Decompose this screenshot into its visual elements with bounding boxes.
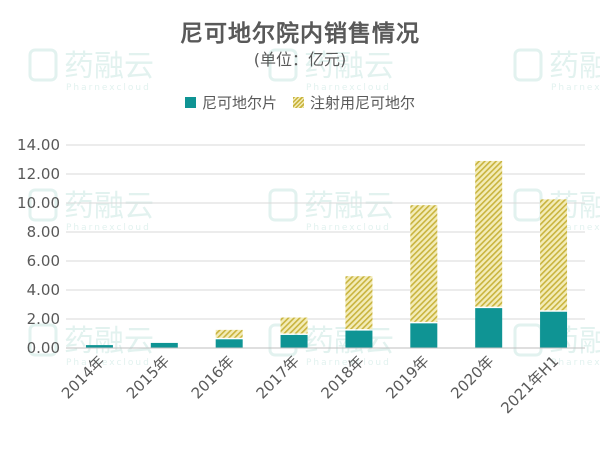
y-tick-label: 8.00: [27, 223, 60, 241]
bar-injection: [280, 317, 308, 334]
bar-tablet: [85, 345, 113, 348]
x-tick-label: 2020年: [447, 352, 497, 402]
legend-item-tablet: 尼可地尔片: [184, 92, 277, 113]
bar-tablet: [475, 308, 503, 348]
bar-tablet: [540, 311, 568, 348]
chart-subtitle: (单位：亿元): [253, 50, 347, 69]
legend-swatch-tablet: [184, 97, 196, 108]
bars-layer: [85, 160, 568, 348]
bar-tablet: [345, 330, 373, 348]
gridlines: [66, 144, 585, 349]
bar-injection: [410, 205, 438, 322]
watermark-icon: [28, 188, 58, 222]
watermark-subtext: Pharnexcloud: [66, 358, 151, 368]
y-tick-label: 6.00: [27, 252, 60, 270]
watermark-subtext: Pharnexcloud: [306, 223, 391, 233]
x-tick-label: 2016年: [188, 352, 238, 402]
legend-swatch-injection: [293, 97, 304, 108]
bar-tablet: [215, 339, 243, 348]
watermark-text: 药融云: [304, 189, 394, 224]
watermark-icon: [28, 323, 58, 357]
watermark-text: 药融云: [64, 189, 154, 224]
y-tick-label: 0.00: [27, 339, 60, 357]
watermark-icon: [268, 188, 298, 222]
watermark-text: 药融云: [64, 324, 154, 359]
y-tick-label: 4.00: [27, 281, 60, 299]
bar-injection: [345, 276, 373, 330]
legend-label-injection: 注射用尼可地尔: [310, 94, 416, 112]
bar-tablet: [150, 342, 178, 348]
bar-injection: [215, 329, 243, 338]
x-tick-label: 2021年H1: [497, 352, 562, 417]
legend-label-tablet: 尼可地尔片: [201, 94, 277, 112]
chart-title: 尼可地尔院内销售情况: [180, 21, 420, 47]
watermark-subtext: Pharnexcloud: [551, 83, 600, 93]
legend: 尼可地尔片 注射用尼可地尔: [0, 92, 600, 113]
watermark-subtext: Pharnexcloud: [306, 83, 391, 93]
watermark-subtext: Pharnexcloud: [306, 358, 391, 368]
watermark-icon: [268, 48, 298, 82]
bar-injection: [475, 160, 503, 307]
watermark-text: 药融云: [64, 49, 154, 84]
legend-item-injection: 注射用尼可地尔: [293, 92, 415, 113]
bar-injection: [540, 199, 568, 311]
watermark-icon: [28, 48, 58, 82]
y-tick-label: 2.00: [27, 310, 60, 328]
watermark-icon: [513, 188, 543, 222]
watermark-text: 药融云: [304, 49, 394, 84]
watermark-icon: [513, 323, 543, 357]
watermark-icon: [513, 48, 543, 82]
watermark-subtext: Pharnexcloud: [66, 223, 151, 233]
y-tick-label: 10.00: [17, 194, 60, 212]
watermark-subtext: Pharnexcloud: [551, 358, 600, 368]
watermark-text: 药融云: [549, 49, 600, 84]
watermark-subtext: Pharnexcloud: [551, 223, 600, 233]
bar-tablet: [410, 323, 438, 348]
y-tick-label: 14.00: [17, 136, 60, 154]
watermark-subtext: Pharnexcloud: [66, 83, 151, 93]
bar-tablet: [280, 334, 308, 348]
y-tick-label: 12.00: [17, 165, 60, 183]
x-tick-label: 2017年: [253, 352, 303, 402]
